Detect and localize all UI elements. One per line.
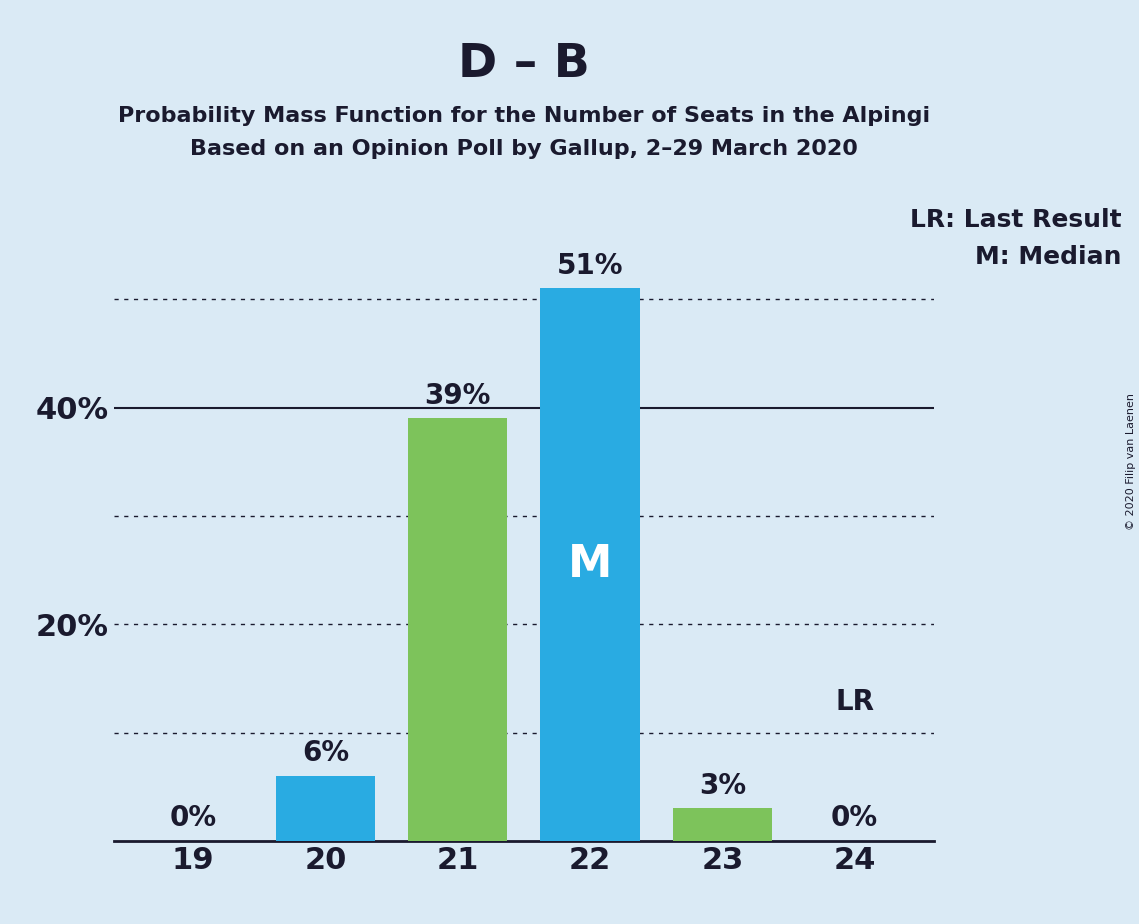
- Text: LR: Last Result: LR: Last Result: [910, 208, 1122, 232]
- Text: M: M: [568, 543, 613, 586]
- Text: 0%: 0%: [170, 804, 216, 833]
- Text: Probability Mass Function for the Number of Seats in the Alpingi: Probability Mass Function for the Number…: [117, 106, 931, 127]
- Text: LR: LR: [835, 688, 874, 716]
- Text: D – B: D – B: [458, 42, 590, 87]
- Bar: [541, 288, 640, 841]
- Text: 39%: 39%: [425, 382, 491, 409]
- Text: © 2020 Filip van Laenen: © 2020 Filip van Laenen: [1126, 394, 1136, 530]
- Text: 51%: 51%: [557, 251, 623, 280]
- Text: 6%: 6%: [302, 739, 349, 767]
- Text: M: Median: M: Median: [975, 245, 1122, 269]
- Text: 0%: 0%: [831, 804, 878, 833]
- Bar: [276, 776, 375, 841]
- Bar: [673, 808, 772, 841]
- Bar: [408, 419, 507, 841]
- Text: 3%: 3%: [699, 772, 746, 799]
- Text: Based on an Opinion Poll by Gallup, 2–29 March 2020: Based on an Opinion Poll by Gallup, 2–29…: [190, 139, 858, 159]
